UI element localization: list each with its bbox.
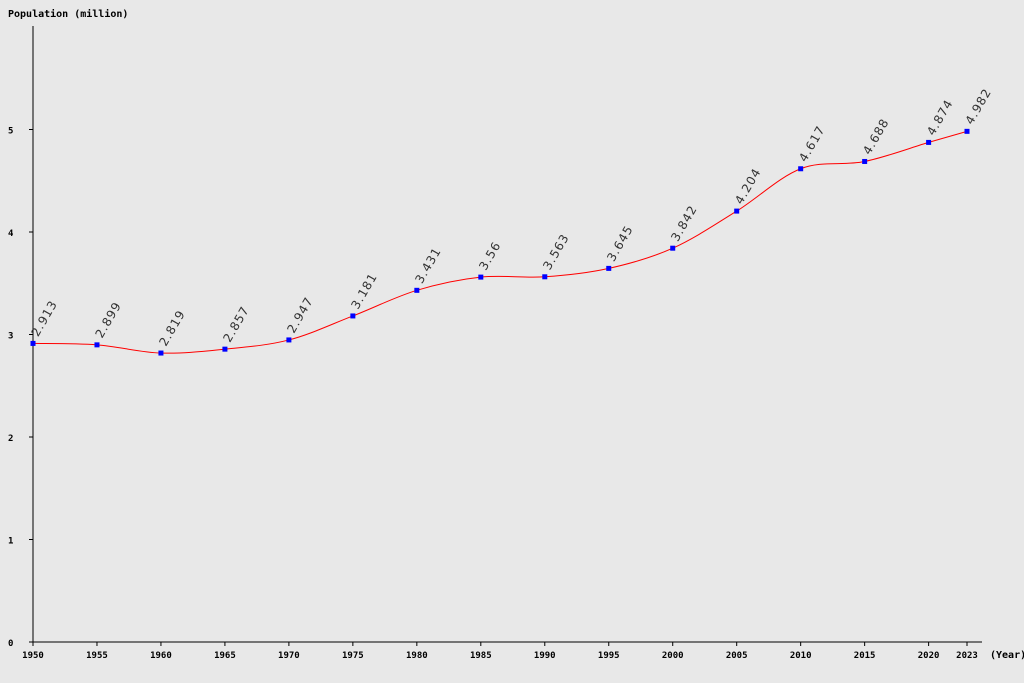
x-tick-label: 2015: [854, 651, 876, 661]
data-point-marker: [798, 166, 804, 172]
data-point-marker: [286, 337, 292, 343]
data-point-marker: [94, 342, 100, 348]
x-tick-label: 1950: [22, 651, 44, 661]
y-tick-label: 4: [8, 229, 14, 239]
data-label: 3.563: [540, 231, 572, 272]
x-tick-label: 1980: [406, 651, 428, 661]
data-label: 2.947: [284, 294, 316, 335]
data-label: 4.982: [962, 86, 994, 127]
x-tick-label: 1975: [342, 651, 364, 661]
data-point-marker: [30, 340, 36, 346]
data-label: 2.857: [220, 304, 252, 345]
x-tick-label: 2000: [662, 651, 684, 661]
y-tick-label: 2: [8, 434, 13, 444]
data-label: 4.874: [924, 97, 956, 138]
x-axis-title: (Year): [990, 650, 1024, 661]
data-point-marker: [670, 245, 676, 251]
y-axis-title: Population (million): [8, 8, 128, 20]
data-label: 3.56: [476, 239, 503, 273]
data-point-marker: [606, 265, 612, 271]
data-label: 4.204: [732, 166, 764, 207]
x-tick-label: 2020: [918, 651, 940, 661]
data-point-marker: [478, 274, 484, 280]
x-tick-label: 1985: [470, 651, 492, 661]
series-line: [32, 130, 968, 354]
x-tick-label: 2010: [790, 651, 812, 661]
x-tick-label: 1990: [534, 651, 556, 661]
x-tick-label: 1955: [86, 651, 108, 661]
data-label: 4.617: [796, 123, 828, 164]
data-label: 3.431: [412, 245, 444, 286]
data-point-marker: [158, 350, 164, 356]
data-point-marker: [350, 313, 356, 319]
x-tick-label: 2005: [726, 651, 748, 661]
y-tick-label: 5: [8, 127, 13, 137]
data-point-marker: [926, 139, 932, 145]
y-tick-label: 1: [8, 537, 13, 547]
markers-group: [30, 128, 970, 356]
data-point-marker: [414, 287, 420, 293]
x-tick-label: 1995: [598, 651, 620, 661]
y-tick-label: 0: [8, 639, 13, 649]
x-tick-label: 1970: [278, 651, 300, 661]
x-ticks-group: 1950 1955 1960 1965 1970 1975 1980 1985 1990 1995…: [22, 642, 978, 661]
data-label: 2.819: [156, 307, 188, 348]
y-ticks-group: 0 1 2 3 4 5: [8, 127, 33, 649]
data-label: 2.899: [92, 299, 124, 340]
x-tick-label: 2023: [956, 651, 978, 661]
data-label: 3.181: [348, 270, 380, 311]
data-point-marker: [542, 274, 548, 280]
x-tick-label: 1965: [214, 651, 236, 661]
data-point-marker: [862, 158, 868, 164]
data-label: 3.645: [604, 223, 636, 264]
data-label: 4.688: [860, 116, 892, 157]
data-label: 3.842: [668, 203, 700, 244]
data-point-marker: [222, 346, 228, 352]
data-point-marker: [964, 128, 970, 134]
x-tick-label: 1960: [150, 651, 172, 661]
data-point-marker: [734, 208, 740, 214]
y-tick-label: 3: [8, 332, 13, 342]
